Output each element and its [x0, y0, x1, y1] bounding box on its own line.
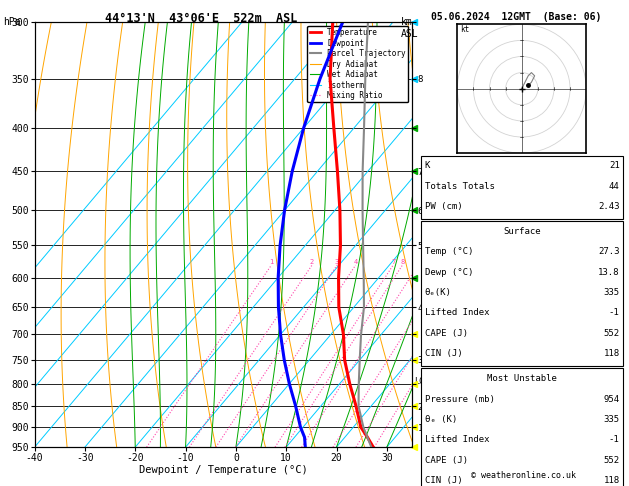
Text: 2.43: 2.43 — [598, 202, 620, 211]
Text: 954: 954 — [603, 395, 620, 403]
Text: hPa: hPa — [3, 17, 21, 27]
Text: K: K — [425, 161, 430, 170]
Text: kt: kt — [460, 25, 470, 35]
Text: ASL: ASL — [401, 29, 419, 39]
Text: CIN (J): CIN (J) — [425, 476, 462, 485]
Text: © weatheronline.co.uk: © weatheronline.co.uk — [471, 471, 576, 480]
Text: CAPE (J): CAPE (J) — [425, 456, 467, 465]
Text: 335: 335 — [603, 415, 620, 424]
Text: θₑ(K): θₑ(K) — [425, 288, 452, 297]
Text: 44: 44 — [609, 182, 620, 191]
Text: 4: 4 — [353, 259, 358, 265]
Text: Lifted Index: Lifted Index — [425, 309, 489, 317]
Text: 13.8: 13.8 — [598, 268, 620, 277]
Text: 118: 118 — [603, 349, 620, 358]
Text: 552: 552 — [603, 329, 620, 338]
Text: 1: 1 — [269, 259, 274, 265]
Legend: Temperature, Dewpoint, Parcel Trajectory, Dry Adiabat, Wet Adiabat, Isotherm, Mi: Temperature, Dewpoint, Parcel Trajectory… — [308, 26, 408, 103]
Text: Surface: Surface — [503, 227, 541, 236]
Text: θₑ (K): θₑ (K) — [425, 415, 457, 424]
Text: 118: 118 — [603, 476, 620, 485]
Text: 2: 2 — [310, 259, 314, 265]
Text: 27.3: 27.3 — [598, 247, 620, 256]
Text: -1: -1 — [609, 435, 620, 444]
Text: Lifted Index: Lifted Index — [425, 435, 489, 444]
X-axis label: Dewpoint / Temperature (°C): Dewpoint / Temperature (°C) — [139, 466, 308, 475]
Text: 335: 335 — [603, 288, 620, 297]
Text: LCL: LCL — [414, 377, 429, 386]
Text: Most Unstable: Most Unstable — [487, 374, 557, 383]
Text: Totals Totals: Totals Totals — [425, 182, 494, 191]
Text: 21: 21 — [609, 161, 620, 170]
Text: 7: 7 — [391, 259, 395, 265]
Text: 552: 552 — [603, 456, 620, 465]
Text: 10: 10 — [414, 259, 423, 265]
Text: 05.06.2024  12GMT  (Base: 06): 05.06.2024 12GMT (Base: 06) — [431, 12, 601, 22]
Text: Pressure (mb): Pressure (mb) — [425, 395, 494, 403]
Text: CIN (J): CIN (J) — [425, 349, 462, 358]
Text: CAPE (J): CAPE (J) — [425, 329, 467, 338]
Text: Dewp (°C): Dewp (°C) — [425, 268, 473, 277]
Text: 3: 3 — [335, 259, 339, 265]
Text: PW (cm): PW (cm) — [425, 202, 462, 211]
Text: Temp (°C): Temp (°C) — [425, 247, 473, 256]
Text: km: km — [401, 17, 413, 27]
Text: -1: -1 — [609, 309, 620, 317]
Text: 44°13'N  43°06'E  522m  ASL: 44°13'N 43°06'E 522m ASL — [105, 12, 298, 25]
Text: 8: 8 — [400, 259, 404, 265]
